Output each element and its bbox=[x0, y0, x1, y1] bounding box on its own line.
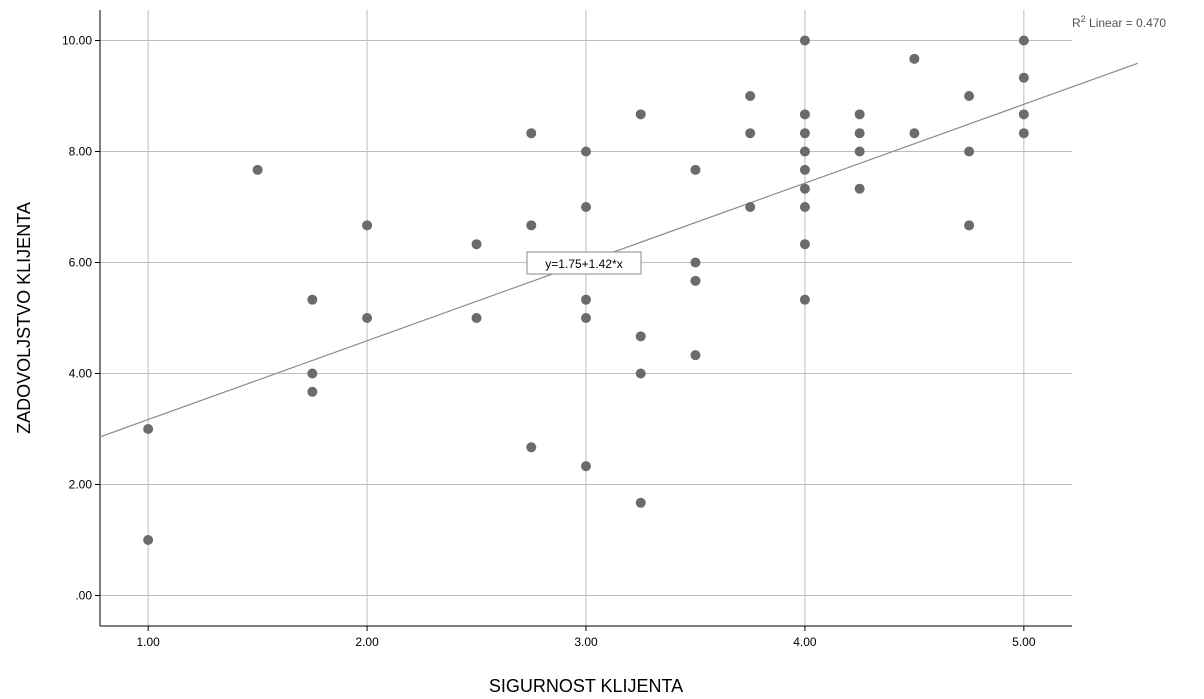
r2-label: R2 Linear = 0.470 bbox=[1072, 14, 1166, 30]
data-point bbox=[307, 294, 318, 305]
data-point bbox=[143, 423, 154, 434]
data-point bbox=[362, 220, 373, 231]
data-point bbox=[799, 146, 810, 157]
data-point bbox=[690, 350, 701, 361]
data-point bbox=[581, 294, 591, 305]
data-point bbox=[964, 146, 975, 157]
r2-label-prefix: R bbox=[1072, 16, 1081, 30]
y-tick-label: 10.00 bbox=[62, 34, 92, 48]
data-point bbox=[854, 128, 865, 139]
data-point bbox=[1018, 109, 1029, 120]
data-point bbox=[799, 128, 810, 139]
y-tick-label: 4.00 bbox=[69, 366, 93, 380]
data-point bbox=[799, 35, 810, 46]
data-point bbox=[909, 128, 920, 139]
r2-label-text: Linear = 0.470 bbox=[1086, 16, 1167, 30]
data-point bbox=[1018, 35, 1029, 46]
data-point bbox=[690, 164, 701, 175]
data-point bbox=[526, 442, 537, 453]
data-point bbox=[526, 220, 537, 231]
data-point bbox=[581, 202, 591, 213]
data-point bbox=[471, 239, 482, 250]
data-point bbox=[854, 146, 865, 157]
data-point bbox=[799, 202, 810, 213]
data-point bbox=[252, 164, 263, 175]
x-tick-label: 2.00 bbox=[355, 635, 379, 649]
equation-label-box bbox=[526, 251, 642, 275]
data-point bbox=[307, 386, 318, 397]
regression-line bbox=[99, 62, 1138, 438]
y-tick-label: .00 bbox=[75, 588, 92, 602]
r2-label-sup: 2 bbox=[1081, 14, 1086, 24]
data-point bbox=[635, 109, 646, 120]
y-axis-title: ZADOVOLJSTVO KLIJENTA bbox=[14, 202, 34, 434]
x-tick-label: 3.00 bbox=[574, 635, 598, 649]
data-point bbox=[526, 128, 537, 139]
data-point bbox=[799, 164, 810, 175]
x-tick-label: 4.00 bbox=[793, 635, 817, 649]
data-point bbox=[471, 313, 482, 323]
y-tick-label: 2.00 bbox=[69, 477, 93, 491]
data-point bbox=[799, 294, 810, 305]
data-point bbox=[581, 313, 591, 323]
y-tick-label: 6.00 bbox=[69, 256, 93, 270]
equation-label: y=1.75+1.42*x bbox=[545, 257, 622, 271]
y-tick-label: 8.00 bbox=[69, 145, 93, 159]
data-point bbox=[1018, 72, 1029, 83]
data-point bbox=[635, 497, 646, 508]
x-axis-title: SIGURNOST KLIJENTA bbox=[489, 676, 683, 696]
data-point bbox=[143, 534, 154, 545]
data-point bbox=[909, 53, 920, 64]
data-point bbox=[690, 275, 701, 286]
data-point bbox=[799, 239, 810, 250]
data-point bbox=[799, 183, 810, 194]
data-point bbox=[854, 183, 865, 194]
data-point bbox=[964, 220, 975, 231]
data-point bbox=[362, 313, 373, 323]
data-point bbox=[964, 91, 975, 102]
data-point bbox=[745, 91, 756, 102]
data-point bbox=[581, 461, 591, 472]
x-tick-label: 5.00 bbox=[1012, 635, 1036, 649]
data-point bbox=[690, 257, 701, 268]
data-point bbox=[635, 368, 646, 379]
data-point bbox=[745, 202, 756, 213]
data-point bbox=[854, 109, 865, 120]
fit-line-group bbox=[99, 62, 1138, 438]
data-point bbox=[307, 368, 318, 379]
x-tick-label: 1.00 bbox=[136, 635, 160, 649]
data-points bbox=[143, 35, 1029, 545]
data-point bbox=[581, 146, 591, 157]
annotations: y=1.75+1.42*x R2 Linear = 0.470 bbox=[526, 14, 1166, 275]
tick-labels: 1.00 2.00 3.00 4.00 5.00 .00 2.00 4.00 6.00 8.00 1… bbox=[62, 34, 1036, 649]
data-point bbox=[799, 109, 810, 120]
data-point bbox=[745, 128, 756, 139]
data-point bbox=[635, 331, 646, 342]
data-point bbox=[1018, 128, 1029, 139]
